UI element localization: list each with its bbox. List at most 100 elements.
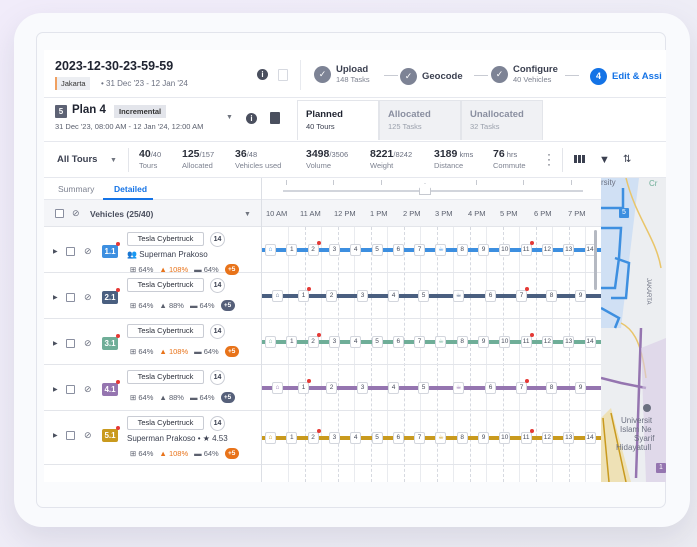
stop-marker[interactable]: 11 bbox=[520, 429, 534, 444]
vehicle-name-field[interactable]: Tesla Cybertruck bbox=[127, 370, 204, 384]
stop-marker[interactable]: 7 bbox=[414, 244, 426, 256]
tour-route-bar[interactable] bbox=[262, 294, 601, 298]
tab-planned[interactable]: Planned 40 Tours bbox=[297, 100, 379, 140]
stop-marker[interactable]: 13 bbox=[563, 336, 575, 348]
tour-filter-select[interactable]: All Tours bbox=[57, 154, 98, 165]
stop-marker[interactable]: 7 bbox=[516, 287, 529, 302]
eye-off-icon[interactable]: ⊘ bbox=[84, 384, 92, 394]
stop-marker[interactable]: 1 bbox=[286, 336, 298, 348]
depot-icon[interactable]: ⌂ bbox=[265, 336, 276, 348]
tab-summary[interactable]: Summary bbox=[58, 184, 95, 194]
stop-marker[interactable]: 12 bbox=[541, 336, 553, 348]
expand-chevron-icon[interactable]: ▶ bbox=[53, 341, 58, 347]
select-all-checkbox[interactable] bbox=[55, 209, 64, 218]
step-geocode[interactable]: ✓ Geocode bbox=[400, 68, 463, 85]
expand-chevron-icon[interactable]: ▶ bbox=[53, 387, 58, 393]
stop-marker[interactable]: 8 bbox=[456, 244, 468, 256]
stop-marker[interactable]: 6 bbox=[485, 290, 496, 302]
stop-marker[interactable]: 4 bbox=[388, 290, 399, 302]
more-options-icon[interactable]: · · · bbox=[547, 147, 551, 171]
more-badge[interactable]: +5 bbox=[220, 300, 235, 311]
stop-marker[interactable]: 9 bbox=[575, 290, 586, 302]
row-checkbox[interactable] bbox=[66, 431, 75, 440]
info-icon[interactable]: i bbox=[257, 69, 268, 80]
stop-marker[interactable]: 8 bbox=[456, 432, 468, 444]
stop-marker[interactable]: 14 bbox=[584, 432, 596, 444]
row-checkbox[interactable] bbox=[66, 339, 75, 348]
step-configure[interactable]: ✓ Configure 40 Vehicles bbox=[491, 64, 558, 85]
stop-marker[interactable]: 11 bbox=[520, 241, 534, 256]
stop-marker[interactable]: 9 bbox=[575, 382, 586, 394]
vehicle-row[interactable]: ▶ ⊘ 5.1 Tesla Cybertruck 14 Superman Pra… bbox=[44, 411, 601, 465]
more-badge[interactable]: +5 bbox=[224, 448, 239, 459]
stop-marker[interactable]: 5 bbox=[371, 432, 383, 444]
stop-marker[interactable]: 4 bbox=[388, 382, 399, 394]
break-icon[interactable]: ☕ bbox=[453, 382, 464, 394]
stop-marker[interactable]: 4 bbox=[350, 432, 362, 444]
stop-marker[interactable]: 13 bbox=[563, 244, 575, 256]
vehicle-name-field[interactable]: Tesla Cybertruck bbox=[127, 232, 204, 246]
plan-info-icon[interactable]: i bbox=[246, 113, 257, 124]
stop-marker[interactable]: 11 bbox=[520, 333, 534, 348]
expand-chevron-icon[interactable]: ▶ bbox=[53, 295, 58, 301]
stop-marker[interactable]: 1 bbox=[298, 287, 311, 302]
stop-marker[interactable]: 9 bbox=[478, 336, 489, 348]
document-icon[interactable] bbox=[278, 69, 288, 81]
stop-marker[interactable]: 10 bbox=[499, 244, 511, 256]
depot-icon[interactable]: ⌂ bbox=[265, 244, 276, 256]
stop-marker[interactable]: 12 bbox=[541, 244, 553, 256]
tab-allocated[interactable]: Allocated 125 Tasks bbox=[379, 100, 461, 140]
vehicle-name-field[interactable]: Tesla Cybertruck bbox=[127, 416, 204, 430]
break-icon[interactable]: ☕ bbox=[435, 432, 447, 444]
vertical-scrollbar[interactable] bbox=[594, 230, 597, 290]
slider-track[interactable] bbox=[283, 190, 583, 192]
slider-thumb[interactable] bbox=[419, 183, 431, 195]
stop-marker[interactable]: 5 bbox=[371, 336, 383, 348]
stop-marker[interactable]: 2 bbox=[307, 429, 321, 444]
stop-marker[interactable]: 2 bbox=[326, 382, 337, 394]
vehicle-name-field[interactable]: Tesla Cybertruck bbox=[127, 278, 204, 292]
stop-marker[interactable]: 3 bbox=[328, 432, 340, 444]
eye-off-icon[interactable]: ⊘ bbox=[84, 246, 92, 256]
stop-marker[interactable]: 7 bbox=[516, 379, 529, 394]
eye-off-icon[interactable]: ⊘ bbox=[84, 292, 92, 302]
row-checkbox[interactable] bbox=[66, 385, 75, 394]
edit-notes-icon[interactable] bbox=[270, 112, 280, 124]
vehicle-row[interactable]: ▶ ⊘ 1.1 Tesla Cybertruck 14 👥 Superman P… bbox=[44, 227, 601, 275]
stop-marker[interactable]: 4 bbox=[350, 244, 362, 256]
stop-marker[interactable]: 9 bbox=[478, 244, 489, 256]
chevron-down-icon[interactable]: ▼ bbox=[110, 157, 117, 164]
tour-route-bar[interactable] bbox=[262, 248, 601, 252]
stop-marker[interactable]: 3 bbox=[328, 336, 340, 348]
stop-marker[interactable]: 10 bbox=[499, 432, 511, 444]
eye-off-icon[interactable]: ⊘ bbox=[84, 338, 92, 348]
step-edit-assign[interactable]: 4 Edit & Assi bbox=[590, 68, 662, 85]
more-badge[interactable]: +5 bbox=[224, 346, 239, 357]
map-stop-pin[interactable]: 1 bbox=[656, 463, 666, 473]
stop-marker[interactable]: 10 bbox=[499, 336, 511, 348]
filter-icon[interactable]: ▼ bbox=[599, 154, 610, 166]
tour-route-bar[interactable] bbox=[262, 340, 601, 344]
tab-detailed[interactable]: Detailed bbox=[114, 184, 148, 194]
depot-icon[interactable]: ⌂ bbox=[272, 290, 283, 302]
stop-marker[interactable]: 1 bbox=[298, 379, 311, 394]
row-checkbox[interactable] bbox=[66, 247, 75, 256]
stop-marker[interactable]: 2 bbox=[326, 290, 337, 302]
eye-off-icon[interactable]: ⊘ bbox=[72, 208, 80, 218]
expand-chevron-icon[interactable]: ▶ bbox=[53, 433, 58, 439]
stop-marker[interactable]: 13 bbox=[563, 432, 575, 444]
stop-marker[interactable]: 2 bbox=[307, 333, 321, 348]
chevron-down-icon[interactable]: ▼ bbox=[244, 211, 251, 218]
stop-marker[interactable]: 8 bbox=[546, 290, 557, 302]
tour-route-bar[interactable] bbox=[262, 436, 601, 440]
depot-icon[interactable]: ⌂ bbox=[265, 432, 276, 444]
stop-marker[interactable]: 12 bbox=[541, 432, 553, 444]
vehicle-name-field[interactable]: Tesla Cybertruck bbox=[127, 324, 204, 338]
stop-marker[interactable]: 4 bbox=[350, 336, 362, 348]
break-icon[interactable]: ☕ bbox=[453, 290, 464, 302]
plan-dropdown-chevron-icon[interactable]: ▼ bbox=[226, 114, 233, 121]
stop-marker[interactable]: 6 bbox=[392, 336, 404, 348]
tab-unallocated[interactable]: Unallocated 32 Tasks bbox=[461, 100, 543, 140]
stop-marker[interactable]: 9 bbox=[478, 432, 489, 444]
row-checkbox[interactable] bbox=[66, 293, 75, 302]
